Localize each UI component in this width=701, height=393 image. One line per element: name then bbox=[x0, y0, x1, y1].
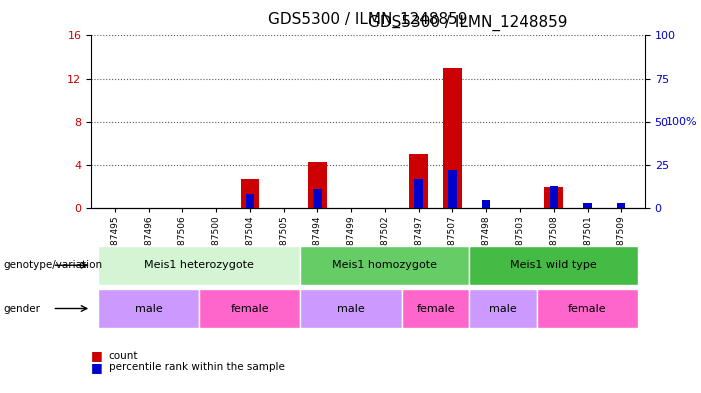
Bar bbox=[545, 187, 563, 208]
Text: female: female bbox=[569, 303, 607, 314]
Text: percentile rank within the sample: percentile rank within the sample bbox=[109, 362, 285, 373]
Bar bbox=[98, 289, 199, 328]
Text: genotype/variation: genotype/variation bbox=[4, 260, 102, 270]
Bar bbox=[617, 203, 625, 208]
Text: male: male bbox=[337, 303, 365, 314]
Bar bbox=[240, 179, 259, 208]
Text: ■: ■ bbox=[91, 349, 103, 362]
Text: GDS5300 / ILMN_1248859: GDS5300 / ILMN_1248859 bbox=[368, 15, 568, 31]
Bar bbox=[470, 246, 638, 285]
Bar bbox=[98, 246, 301, 285]
Bar bbox=[443, 68, 462, 208]
Bar bbox=[550, 186, 558, 208]
Bar bbox=[537, 289, 638, 328]
Text: Meis1 wild type: Meis1 wild type bbox=[510, 260, 597, 270]
Bar bbox=[448, 170, 456, 208]
Bar bbox=[308, 162, 327, 208]
Text: ■: ■ bbox=[91, 361, 103, 374]
Bar bbox=[414, 179, 423, 208]
Text: female: female bbox=[416, 303, 455, 314]
Bar bbox=[583, 203, 592, 208]
Text: female: female bbox=[231, 303, 269, 314]
Bar bbox=[470, 289, 537, 328]
Bar bbox=[245, 195, 254, 208]
Bar bbox=[409, 154, 428, 208]
Bar bbox=[301, 289, 402, 328]
Text: male: male bbox=[489, 303, 517, 314]
Bar bbox=[301, 246, 470, 285]
Text: male: male bbox=[135, 303, 163, 314]
Text: gender: gender bbox=[4, 303, 41, 314]
Bar bbox=[402, 289, 470, 328]
Bar bbox=[313, 189, 322, 208]
Y-axis label: 100%: 100% bbox=[665, 117, 697, 127]
Text: Meis1 homozygote: Meis1 homozygote bbox=[332, 260, 437, 270]
Text: count: count bbox=[109, 351, 138, 361]
Text: Meis1 heterozygote: Meis1 heterozygote bbox=[144, 260, 254, 270]
Bar bbox=[482, 200, 491, 208]
Text: GDS5300 / ILMN_1248859: GDS5300 / ILMN_1248859 bbox=[268, 11, 468, 28]
Bar bbox=[199, 289, 301, 328]
